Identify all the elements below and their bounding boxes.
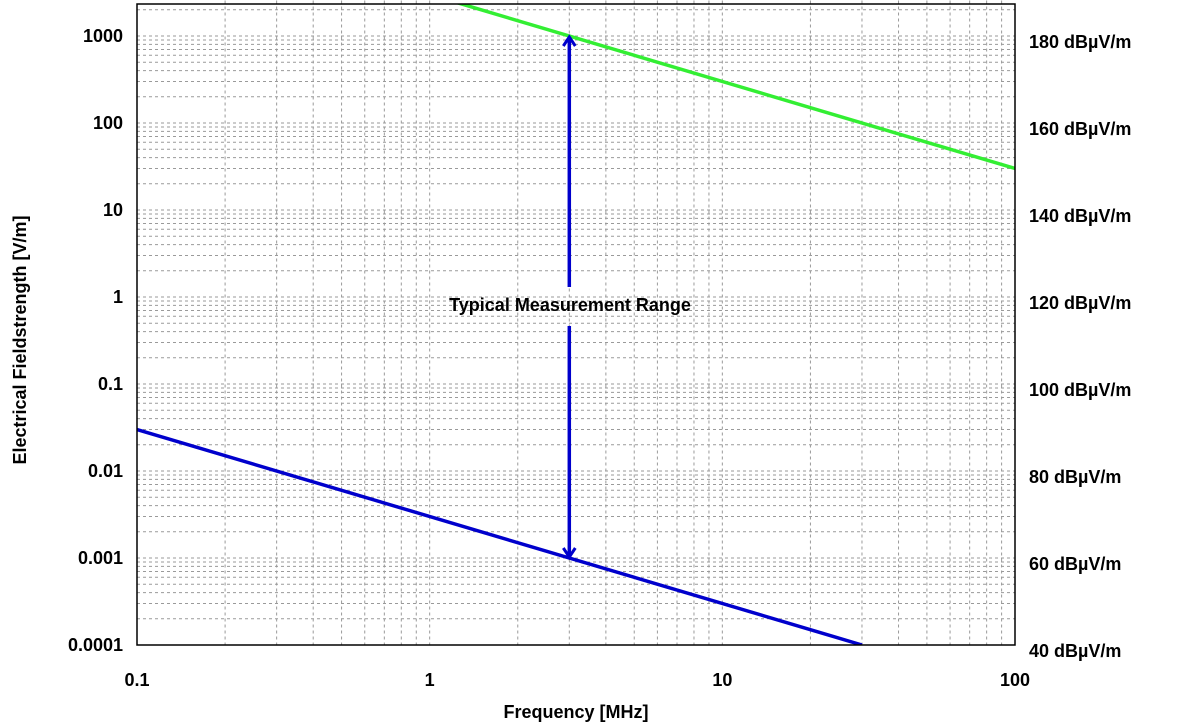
y2-tick-label: 120 dBµV/m (1029, 293, 1131, 313)
x-tick-label: 0.1 (124, 670, 149, 690)
y2-tick-label: 180 dBµV/m (1029, 32, 1131, 52)
annotation-layer: Typical Measurement Range (449, 34, 691, 560)
y-axis-title: Electrical Fieldstrength [V/m] (10, 215, 30, 464)
y-tick-label: 1000 (83, 26, 123, 46)
arrow-head-up (562, 34, 577, 47)
x-tick-label: 100 (1000, 670, 1030, 690)
series-layer (137, 4, 1015, 645)
series-line-2 (137, 427, 863, 645)
y2-tick-label: 100 dBµV/m (1029, 380, 1131, 400)
plot-frame (136, 3, 1016, 646)
y2-tick-label: 80 dBµV/m (1029, 467, 1121, 487)
y2-tick-label: 60 dBµV/m (1029, 554, 1121, 574)
y-tick-label: 0.01 (88, 461, 123, 481)
y-axis-ticks: 0.0001 0.001 0.01 0.1 1 10 100 1000 (68, 26, 123, 655)
annotation-label: Typical Measurement Range (449, 295, 691, 315)
y2-tick-label: 160 dBµV/m (1029, 119, 1131, 139)
y-tick-label: 0.1 (98, 374, 123, 394)
y-tick-label: 0.0001 (68, 635, 123, 655)
y2-axis-ticks: 40 dBµV/m 60 dBµV/m 80 dBµV/m 100 dBµV/m 120… (1029, 32, 1131, 661)
arrow-head-down (562, 547, 577, 560)
x-axis-title: Frequency [MHz] (503, 702, 648, 722)
y-tick-label: 0.001 (78, 548, 123, 568)
y2-tick-label: 40 dBµV/m (1029, 641, 1121, 661)
series-line-1 (455, 4, 1015, 171)
y-tick-label: 100 (93, 113, 123, 133)
grid (137, 0, 1015, 645)
x-axis-ticks: 0.1 1 10 100 (124, 670, 1030, 690)
y2-tick-label: 140 dBµV/m (1029, 206, 1131, 226)
x-tick-label: 1 (425, 670, 435, 690)
y-tick-label: 10 (103, 200, 123, 220)
x-tick-label: 10 (712, 670, 732, 690)
y-tick-label: 1 (113, 287, 123, 307)
